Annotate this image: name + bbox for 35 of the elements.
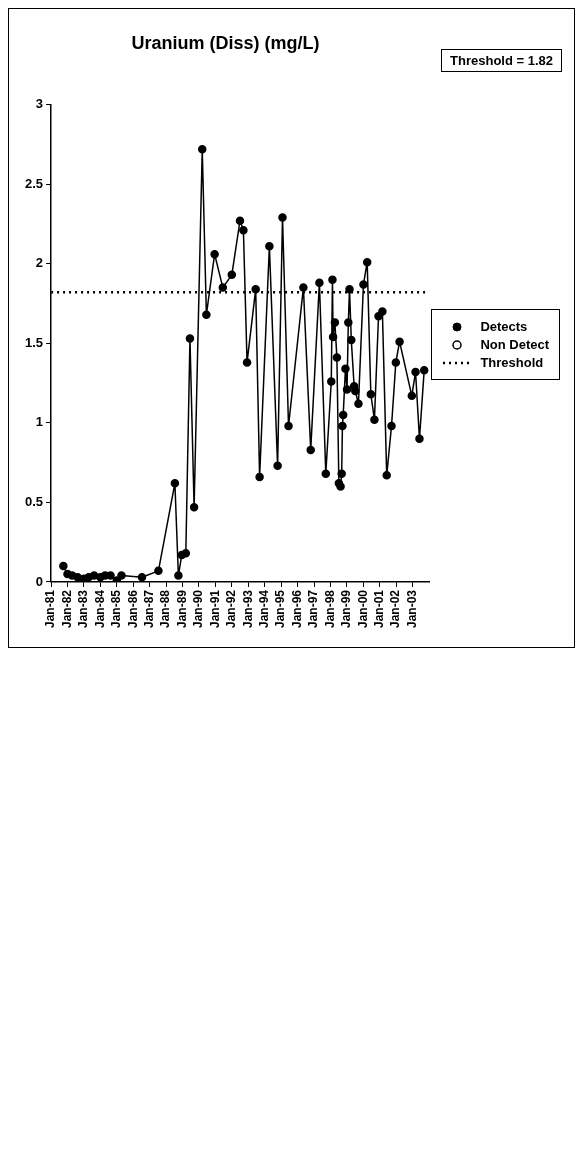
x-tick-label: Jan-91 [207, 589, 222, 629]
y-tick-label: 3 [35, 96, 44, 112]
legend-label: Detects [480, 319, 528, 334]
y-tick-label: 1.5 [24, 334, 44, 350]
x-tick-label: Jan-03 [404, 589, 419, 629]
x-tick-label: Jan-94 [257, 589, 271, 629]
chart-title: Uranium (Diss) (mg/L) [131, 32, 320, 53]
x-tick-label: Jan-93 [240, 589, 255, 629]
x-tick-label: Jan-02 [388, 589, 403, 629]
x-tick-label: Jan-86 [125, 589, 140, 629]
x-tick-label: Jan-84 [92, 589, 107, 629]
x-tick-label: Jan-01 [372, 589, 387, 629]
legend-label: Threshold [480, 355, 544, 370]
x-tick-label: Jan-99 [339, 589, 354, 629]
x-tick-label: Jan-90 [191, 589, 206, 629]
x-tick-label: Jan-87 [141, 589, 156, 629]
x-tick-label: Jan-89 [174, 589, 189, 629]
x-tick-label: Jan-92 [224, 589, 239, 629]
x-tick-label: Jan-95 [273, 589, 288, 629]
x-tick-label: Jan-96 [289, 589, 304, 629]
x-tick-label: Jan-81 [43, 589, 58, 629]
x-tick-label: Jan-88 [158, 589, 173, 629]
y-tick-label: 1 [35, 414, 44, 430]
legend-label: Non Detect [480, 337, 549, 352]
x-tick-label: Jan-98 [322, 589, 337, 629]
x-tick-label: Jan-85 [109, 589, 124, 629]
text: Threshold = 1.82 [441, 49, 562, 72]
x-tick-label: Jan-82 [59, 589, 74, 629]
x-tick-label: Jan-00 [355, 589, 370, 629]
y-tick-label: 0 [35, 573, 44, 589]
y-tick-label: 2.5 [24, 175, 44, 191]
x-tick-label: Jan-83 [76, 589, 91, 629]
x-tick-label: Jan-97 [306, 589, 321, 629]
y-tick-label: 0.5 [24, 493, 44, 509]
y-tick-label: 2 [35, 255, 44, 271]
